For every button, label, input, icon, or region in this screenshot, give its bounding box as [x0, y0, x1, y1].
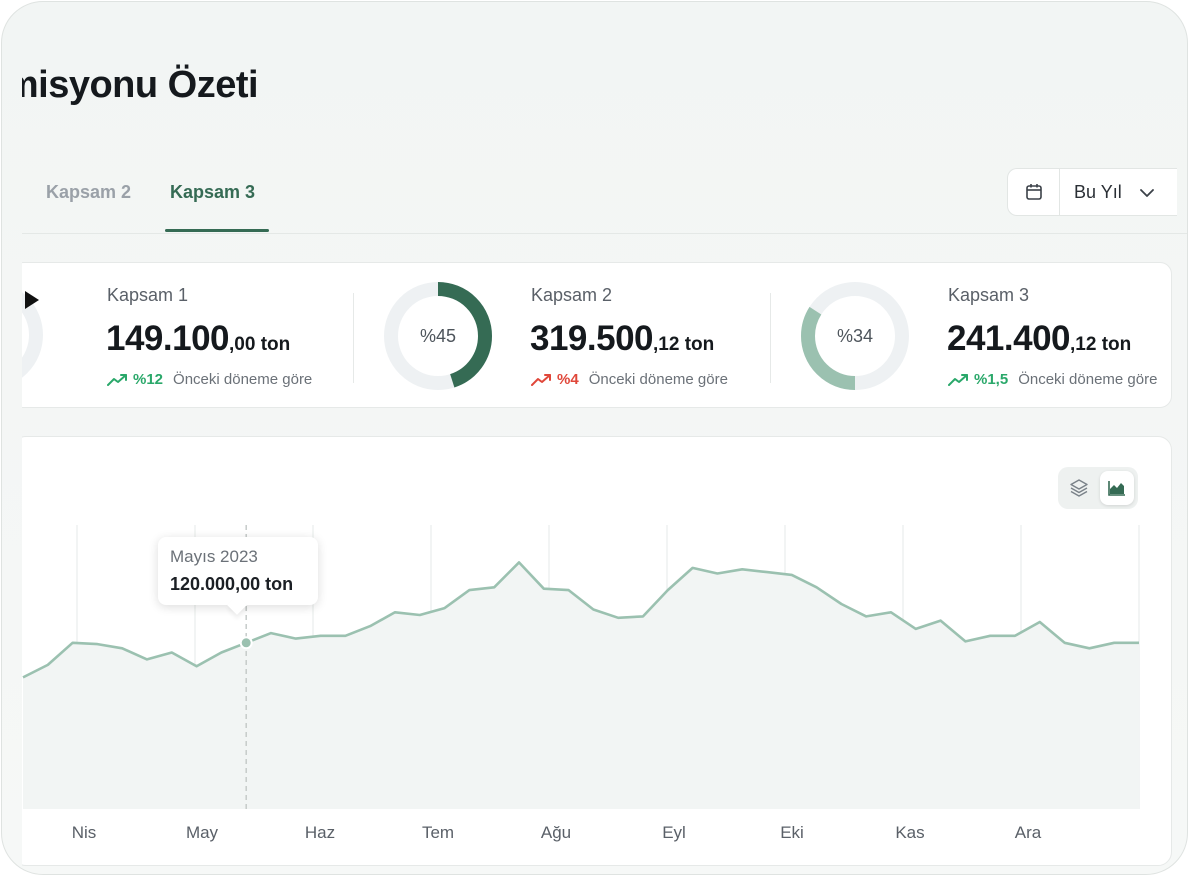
card-kapsam-2-label: Kapsam 2 [531, 285, 613, 305]
period-select[interactable]: Bu Yıl [1007, 168, 1177, 216]
series-line [22, 561, 1139, 679]
card-kapsam-2-value: 319.500,12 ton [530, 319, 715, 358]
x-tick-label: Haz [305, 823, 335, 842]
kapsam-2-percent: %45 [419, 325, 457, 346]
area-chart-icon[interactable] [1100, 471, 1134, 505]
card-kapsam-3-change: %1,5 Önceki döneme göre [948, 371, 1157, 388]
card-kapsam-1-value: 149.100,00 ton [106, 319, 291, 358]
card-kapsam-2-change: %4 Önceki döneme göre [531, 371, 728, 388]
card-divider [770, 293, 771, 383]
emission-chart-card: Nis May Haz Tem Ağu Eyl Eki Kas Ara [22, 436, 1172, 866]
layers-icon[interactable] [1062, 471, 1096, 505]
calendar-icon [1008, 169, 1060, 215]
chart-view-toggle [1058, 467, 1138, 509]
card-divider [353, 293, 354, 383]
page-title: Emisyonu Özeti [22, 64, 259, 106]
series-area [23, 562, 1139, 809]
play-icon[interactable] [22, 289, 43, 311]
chart-tooltip: Mayıs 2023 120.000,00 ton [158, 537, 318, 605]
trend-up-icon [107, 373, 127, 386]
trend-up-icon [531, 373, 551, 386]
kapsam-3-donut: %34 [799, 280, 911, 392]
viewport: Emisyonu Özeti Kapsam 2 Kapsam 3 Bu Yıl [22, 2, 1187, 874]
card-kapsam-1-label: Kapsam 1 [107, 285, 189, 305]
scope-tabs: Kapsam 2 Kapsam 3 [22, 162, 1187, 234]
chevron-down-icon [1140, 189, 1154, 197]
tooltip-date: Mayıs 2023 [170, 547, 258, 566]
kapsam-1-donut [22, 292, 43, 378]
tab-kapsam-2[interactable]: Kapsam 2 [46, 182, 132, 202]
tooltip-value: 120.000,00 ton [170, 574, 294, 594]
card-kapsam-1-change: %12 Önceki döneme göre [107, 371, 312, 388]
x-tick-label: Eyl [662, 823, 686, 842]
x-tick-label: Nis [72, 823, 97, 842]
emission-area-chart[interactable]: Nis May Haz Tem Ağu Eyl Eki Kas Ara [22, 437, 1172, 866]
period-select-value: Bu Yıl [1074, 182, 1122, 202]
x-tick-label: May [186, 823, 219, 842]
x-tick-label: Tem [422, 823, 454, 842]
hover-point[interactable] [239, 636, 253, 650]
x-tick-label: Eki [780, 823, 804, 842]
x-tick-label: Ağu [541, 823, 571, 842]
active-tab-indicator [165, 229, 269, 232]
trend-up-icon [948, 373, 968, 386]
scope-summary-cards: Kapsam 1 149.100,00 ton %12 Önceki dönem… [22, 262, 1172, 408]
kapsam-3-percent: %34 [836, 325, 874, 346]
kapsam-2-donut: %45 [382, 280, 494, 392]
card-kapsam-3-value: 241.400,12 ton [947, 319, 1132, 358]
card-kapsam-3-label: Kapsam 3 [948, 285, 1030, 305]
tab-kapsam-3[interactable]: Kapsam 3 [170, 182, 256, 202]
x-tick-label: Ara [1015, 823, 1042, 842]
x-tick-label: Kas [895, 823, 924, 842]
